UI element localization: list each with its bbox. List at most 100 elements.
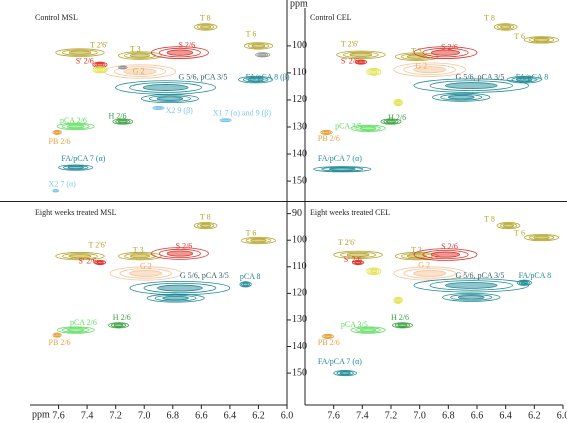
cross-peak	[53, 130, 61, 135]
cross-peak	[140, 94, 199, 104]
cross-peak	[502, 223, 515, 228]
x-tick-label: 7.4	[81, 410, 94, 421]
cross-peak	[193, 23, 218, 31]
x-tick-label: 7.2	[109, 410, 122, 421]
cross-peak	[94, 66, 106, 73]
cross-peak	[58, 164, 94, 171]
y-tick-label: 100	[292, 40, 307, 51]
cross-peak	[115, 119, 131, 124]
peak-label: S' 2/6	[341, 57, 359, 66]
cross-peak	[511, 76, 538, 83]
cross-peak	[355, 125, 381, 132]
cross-peak	[96, 261, 103, 264]
peak-label: T 3	[411, 47, 422, 56]
cross-peak	[129, 82, 203, 93]
cross-peak	[430, 251, 461, 258]
peak-label: PB 2/6	[49, 338, 71, 347]
cross-peak	[357, 60, 364, 64]
peak-label: FA/pCA 7 (α)	[61, 154, 105, 163]
cross-peak	[255, 52, 271, 58]
cross-peak	[93, 260, 107, 266]
cross-peak	[400, 253, 433, 260]
cross-peak	[450, 294, 493, 301]
peak-label: X2 9 (β)	[166, 106, 194, 115]
cross-peak	[113, 66, 167, 77]
cross-peak	[447, 95, 475, 100]
cross-peak	[340, 251, 376, 258]
cross-peak	[429, 280, 513, 291]
peak-label: S 2/6	[441, 242, 458, 251]
cross-peak	[413, 46, 478, 59]
x-tick-label: 6.6	[471, 410, 484, 421]
cross-peak	[61, 123, 90, 130]
cross-peak	[150, 247, 209, 260]
cross-peak	[350, 326, 386, 334]
y-tick-label: 150	[292, 367, 307, 378]
cross-peak	[457, 295, 485, 300]
cross-peak	[400, 53, 433, 60]
cross-peak	[119, 268, 172, 279]
cross-peak	[520, 281, 528, 285]
cross-peak	[123, 68, 157, 75]
cross-peak	[370, 69, 378, 74]
cross-peak	[395, 298, 401, 303]
peak-label: T 3	[130, 44, 141, 53]
cross-peak	[496, 222, 521, 230]
peak-label: T 2'6'	[90, 41, 108, 50]
peak-label: T 2'6'	[338, 238, 356, 247]
cross-peak	[61, 327, 90, 333]
cross-peak	[53, 333, 61, 338]
cross-peak	[393, 296, 403, 304]
peak-label: T 8	[200, 14, 211, 23]
cross-peak	[321, 333, 335, 339]
cross-peak	[156, 96, 184, 101]
cross-peak	[442, 292, 501, 302]
cross-peak	[500, 25, 512, 29]
cross-peak	[157, 284, 203, 292]
cross-peak	[243, 42, 274, 50]
peak-label: H 2/6	[109, 111, 127, 120]
cross-peak	[413, 270, 447, 277]
cross-peak	[366, 267, 382, 276]
cross-peak	[56, 326, 95, 334]
cross-peak	[333, 370, 357, 377]
cross-peak	[323, 334, 333, 339]
cross-peak	[528, 37, 555, 43]
x-tick-label: 6.2	[252, 410, 265, 421]
cross-peak	[54, 333, 60, 337]
y-tick-label: 90	[292, 208, 302, 219]
cross-peak	[108, 322, 129, 329]
peak-label: PB 2/6	[318, 338, 340, 347]
cross-peak	[394, 99, 402, 106]
cross-peak	[120, 66, 126, 69]
cross-peak	[155, 106, 162, 110]
cross-peak	[113, 323, 124, 327]
cross-peak	[242, 76, 269, 83]
x-tick-label: 6.4	[499, 410, 512, 421]
peak-label: T 2'6'	[89, 240, 107, 249]
cross-peak	[413, 78, 529, 93]
cross-peak	[96, 67, 104, 72]
cross-peak	[383, 119, 399, 124]
y-tick-label: 130	[292, 121, 307, 132]
cross-peak	[353, 260, 363, 265]
cross-peak	[430, 49, 461, 56]
cross-peak	[68, 254, 92, 259]
cross-peak	[238, 76, 274, 84]
peak-label: G 5/6, pCA 3/5	[456, 271, 505, 280]
cross-peak	[440, 93, 483, 101]
peak-label: H 2/6	[388, 113, 406, 122]
peak-label: PB 2/6	[318, 134, 340, 143]
cross-peak	[320, 129, 333, 135]
cross-peak	[523, 233, 560, 242]
cross-peak	[54, 189, 58, 193]
cross-peak	[62, 49, 98, 56]
peak-label: G 5/6, pCA 3/5	[178, 72, 227, 81]
cross-peak	[392, 322, 413, 329]
cross-peak	[422, 249, 469, 260]
peak-label: S' 2/6	[79, 256, 97, 265]
cross-peak	[386, 119, 396, 124]
cross-peak	[518, 280, 530, 286]
peak-label: FA/pCA 7 (α)	[318, 357, 362, 366]
cross-peak	[117, 119, 128, 124]
